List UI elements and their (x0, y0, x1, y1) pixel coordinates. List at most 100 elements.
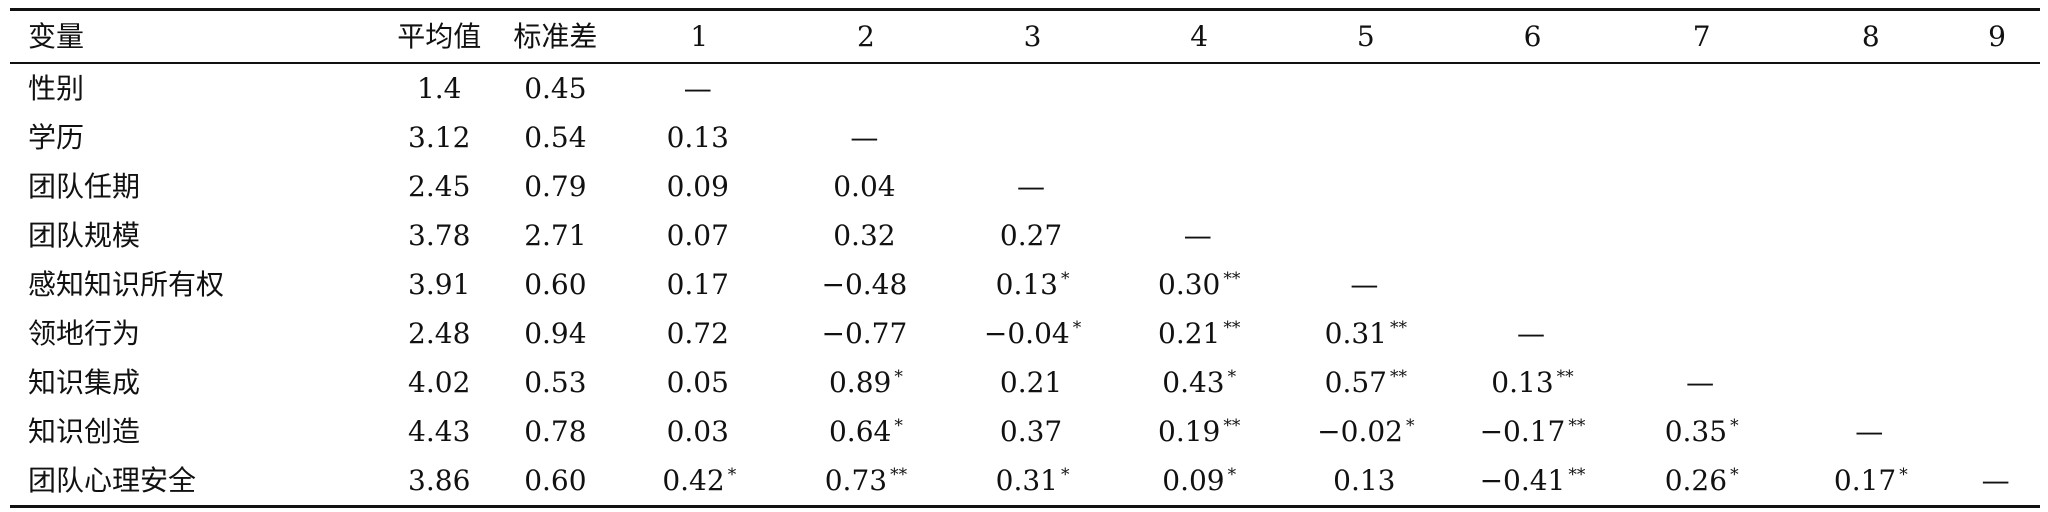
correlation-cell (1787, 63, 1954, 113)
correlation-value: — (683, 71, 712, 105)
significance-mark: * (1060, 464, 1070, 485)
correlation-value: 0.64 (828, 414, 892, 448)
correlation-value: — (850, 120, 879, 154)
header-col-6: 6 (1523, 19, 1542, 53)
significance-mark: ** (1568, 415, 1586, 436)
header-col-2: 2 (857, 19, 875, 53)
correlation-value: 0.13 (1491, 365, 1554, 399)
correlation-value: 0.72 (666, 316, 729, 350)
correlation-value: — (1183, 218, 1212, 252)
correlation-value: −0.41 (1479, 463, 1566, 497)
correlation-cell: 0.73 ** (783, 456, 950, 507)
correlation-cell: 0.09 (616, 162, 783, 211)
header-variable: 变量 (28, 19, 85, 53)
correlation-value: −0.48 (821, 267, 908, 301)
correlation-cell: −0.77 (783, 309, 950, 358)
correlation-cell: 0.31 ** (1283, 309, 1450, 358)
significance-mark: ** (1556, 366, 1574, 387)
correlation-value: 0.21 (1158, 316, 1221, 350)
sd-cell: 0.60 (524, 267, 587, 301)
table-row: 团队心理安全 3.86 0.60 0.42 * 0.73 ** 0.31 * 0.09 * 0.13−… (10, 456, 2040, 507)
correlation-cell (1787, 358, 1954, 407)
significance-mark: ** (1390, 317, 1407, 338)
correlation-cell (949, 113, 1116, 162)
sd-cell: 0.60 (524, 463, 587, 497)
table-row: 团队规模 3.78 2.71 0.07 0.32 0.27 — (10, 211, 2040, 260)
correlation-cell (1954, 63, 2040, 113)
header-col-3: 3 (1023, 19, 1042, 53)
row-label: 知识集成 (28, 365, 141, 399)
correlation-cell: 0.03 (616, 407, 783, 456)
mean-cell: 4.02 (408, 365, 471, 399)
significance-mark: * (1730, 464, 1739, 485)
significance-mark: ** (1223, 317, 1241, 338)
correlation-cell: 0.37 (949, 407, 1116, 456)
header-sd: 标准差 (513, 19, 598, 53)
correlation-value: — (1350, 267, 1379, 301)
row-label: 知识创造 (28, 414, 141, 448)
correlation-value: 0.26 (1664, 463, 1728, 497)
correlation-cell: 0.17 * (1787, 456, 1954, 507)
table-row: 知识创造 4.43 0.78 0.03 0.64 * 0.37 0.19 ** −0.02 * −0.… (10, 407, 2040, 456)
correlation-cell: −0.17 ** (1449, 407, 1616, 456)
correlation-value: 0.05 (666, 365, 729, 399)
correlation-cell: — (1116, 211, 1283, 260)
significance-mark: ** (890, 464, 908, 485)
correlation-value: 0.43 (1162, 365, 1225, 399)
mean-cell: 3.12 (408, 120, 471, 154)
correlation-cell (1787, 260, 1954, 309)
significance-mark: * (1060, 268, 1070, 289)
correlation-cell (1283, 63, 1450, 113)
significance-mark: ** (1223, 415, 1241, 436)
correlation-cell (1954, 113, 2040, 162)
correlation-value: −0.77 (821, 316, 908, 350)
mean-cell: 2.48 (408, 316, 471, 350)
table-row: 学历 3.12 0.54 0.13 — (10, 113, 2040, 162)
correlation-value: 0.27 (999, 218, 1063, 252)
correlation-cell: 0.21 (949, 358, 1116, 407)
correlation-cell (1116, 63, 1283, 113)
mean-cell: 3.91 (408, 267, 471, 301)
correlation-value: 0.13 (1333, 463, 1396, 497)
correlation-cell: 0.21 ** (1116, 309, 1283, 358)
row-label: 团队心理安全 (28, 463, 197, 497)
correlation-cell: 0.32 (783, 211, 950, 260)
significance-mark: * (1072, 317, 1082, 338)
correlation-value: 0.03 (666, 414, 729, 448)
correlation-value: 0.09 (1162, 463, 1225, 497)
significance-mark: * (1227, 464, 1237, 485)
correlation-value: 0.31 (1324, 316, 1387, 350)
correlation-cell: 0.07 (616, 211, 783, 260)
correlation-cell: −0.41 ** (1449, 456, 1616, 507)
correlation-value: 0.30 (1158, 267, 1221, 301)
correlation-cell: — (1283, 260, 1450, 309)
correlation-cell (1616, 113, 1788, 162)
correlation-value: 0.17 (666, 267, 729, 301)
correlation-value: 0.07 (666, 218, 729, 252)
correlation-value: 0.17 (1833, 463, 1897, 497)
sd-cell: 0.54 (524, 120, 587, 154)
mean-cell: 2.45 (408, 169, 471, 203)
correlation-cell (1116, 162, 1283, 211)
correlation-cell: 0.05 (616, 358, 783, 407)
correlation-cell (1616, 162, 1788, 211)
header-row: 变量 平均值 标准差 1 2 3 4 5 6 7 8 9 (10, 9, 2040, 63)
correlation-cell (1616, 309, 1788, 358)
correlation-cell: — (783, 113, 950, 162)
sd-cell: 0.94 (524, 316, 587, 350)
sd-cell: 0.79 (524, 169, 587, 203)
correlation-cell (1116, 113, 1283, 162)
correlation-value: — (1516, 316, 1545, 350)
correlation-cell: 0.27 (949, 211, 1116, 260)
significance-mark: * (894, 415, 903, 436)
correlation-cell (1616, 63, 1788, 113)
correlation-cell: — (949, 162, 1116, 211)
mean-cell: 4.43 (408, 414, 471, 448)
row-label: 性别 (28, 71, 85, 105)
correlation-value: −0.02 (1317, 414, 1403, 448)
correlation-cell (1954, 407, 2040, 456)
header-col-1: 1 (690, 19, 709, 53)
correlation-cell (1954, 358, 2040, 407)
correlation-table-container: 变量 平均值 标准差 1 2 3 4 5 6 7 8 9 性别 1.4 0.45 — 学历 3.12 0.54 0.… (10, 8, 2040, 508)
correlation-value: 0.04 (833, 169, 896, 203)
